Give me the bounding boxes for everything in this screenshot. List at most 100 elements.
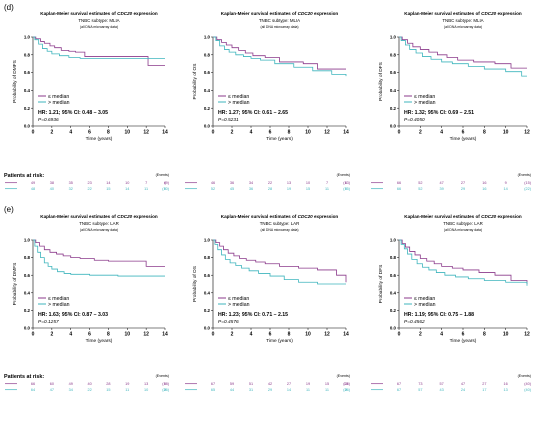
hazard-ratio: HR: 1.23; 95% CI: 0.71 – 2.15 [218,312,288,318]
km-chart-3: Kaplan-Meier survival estimates of CDC20… [371,11,532,191]
x-tick-label: 12 [524,130,530,136]
y-tick-label: 0.2 [390,106,397,111]
events-count: (13) [343,181,350,185]
km-chart-5: Kaplan-Meier survival estimates of CDC20… [185,214,351,392]
series-line-low [33,239,165,267]
at-risk-count: 8 [345,388,347,392]
x-tick-label: 12 [143,130,149,136]
y-tick-label: 0.2 [24,308,31,313]
y-tick-label: 0.4 [204,290,211,295]
legend-label: ≤ median [228,296,249,302]
at-risk-count: 15 [106,388,110,392]
y-tick-label: 1.0 [204,238,211,243]
events-header: (Events) [518,374,531,378]
y-tick-label: 0.6 [24,273,31,278]
x-axis-label: Time (years) [86,136,113,142]
panel-label-d: (d) [4,3,14,12]
series-line-high [399,239,528,286]
series-line-low [33,36,165,66]
at-risk-header: Patients at risk: [4,173,44,179]
at-risk-count: 49 [31,181,35,185]
at-risk-count: 22 [87,388,91,392]
y-tick-label: 1.0 [24,35,31,40]
at-risk-count: 49 [69,382,73,386]
events-count: (10) [162,187,169,191]
events-count: (28) [343,382,350,386]
x-tick-label: 2 [50,332,53,338]
at-risk-count: 15 [306,187,310,191]
y-axis-label: Probability of DMFS [12,60,18,103]
at-risk-count: 34 [69,388,73,392]
x-axis-label: Time (years) [450,338,477,344]
y-tick-label: 0.0 [390,124,397,129]
at-risk-count: 28 [268,187,272,191]
at-risk-count: 7 [145,181,147,185]
y-axis-label: Probability of OS [192,266,198,302]
at-risk-count: 40 [50,187,54,191]
at-risk-count: 14 [504,187,508,191]
x-tick-label: 2 [419,332,422,338]
at-risk-count: 16 [504,382,508,386]
at-risk-count: 57 [440,382,444,386]
events-count: (40) [524,388,531,392]
legend-label: > median [48,302,70,308]
hazard-ratio: HR: 1.32; 95% CI: 0.69 – 2.51 [404,110,474,116]
at-risk-count: 10 [306,181,310,185]
at-risk-count: 35 [69,181,73,185]
at-risk-count: 19 [306,382,310,386]
x-axis-label: Time (years) [266,136,293,142]
at-risk-count: 67 [397,388,401,392]
at-risk-count: 6 [164,181,166,185]
x-tick-label: 6 [88,130,91,136]
x-tick-label: 2 [231,130,234,136]
chart-data-note: (all DNA microarray data) [80,25,118,29]
p-value: P=0.5231 [218,117,239,123]
x-tick-label: 4 [250,332,253,338]
x-tick-label: 6 [462,130,465,136]
x-tick-label: 0 [32,332,35,338]
x-axis-label: Time (years) [450,136,477,142]
y-axis-label: Probability of DFS [378,62,384,101]
x-tick-label: 2 [419,130,422,136]
x-tick-label: 4 [69,130,72,136]
hazard-ratio: HR: 1.21; 95% CI: 0.48 – 3.05 [38,110,108,116]
at-risk-count: 13 [287,181,291,185]
x-tick-label: 14 [343,332,349,338]
at-risk-count: 66 [397,181,401,185]
at-risk-count: 60 [50,382,54,386]
series-line-high [33,36,165,59]
km-chart-4: Kaplan-Meier survival estimates of CDC20… [5,214,170,392]
at-risk-count: 11 [125,388,129,392]
x-tick-label: 6 [269,130,272,136]
at-risk-count: 16 [482,187,486,191]
chart-title: Kaplan-Meier survival estimates of CDC20… [404,214,522,219]
at-risk-count: 67 [397,382,401,386]
chart-subtype: TNBC subtype: MLIA [442,18,483,23]
events-header: (Events) [156,374,169,378]
at-risk-count: 27 [287,382,291,386]
at-risk-count: 65 [211,388,215,392]
x-tick-label: 12 [324,332,330,338]
events-count: (40) [524,382,531,386]
chart-title: Kaplan-Meier survival estimates of CDC20… [221,214,339,219]
at-risk-count: 47 [440,181,444,185]
chart-data-note: (all DNA microarray data) [80,228,118,232]
at-risk-header: Patients at risk: [4,374,44,380]
x-tick-label: 4 [440,130,443,136]
chart-data-note: (all DNA microarray data) [260,25,298,29]
hazard-ratio: HR: 1.19; 95% CI: 0.75 – 1.88 [404,312,474,318]
at-risk-count: 52 [418,187,422,191]
y-tick-label: 0.8 [24,52,31,57]
at-risk-count: 9 [164,187,166,191]
chart-title: Kaplan-Meier survival estimates of CDC20… [40,214,158,219]
at-risk-count: 22 [87,187,91,191]
at-risk-count: 14 [125,187,129,191]
y-axis-label: Probability of DFS [378,265,384,304]
legend-label: ≤ median [48,94,69,100]
at-risk-count: 10 [125,181,129,185]
x-tick-label: 0 [212,130,215,136]
at-risk-count: 27 [482,382,486,386]
series-line-high [213,36,347,77]
events-count: (26) [343,388,350,392]
at-risk-count: 36 [249,187,253,191]
